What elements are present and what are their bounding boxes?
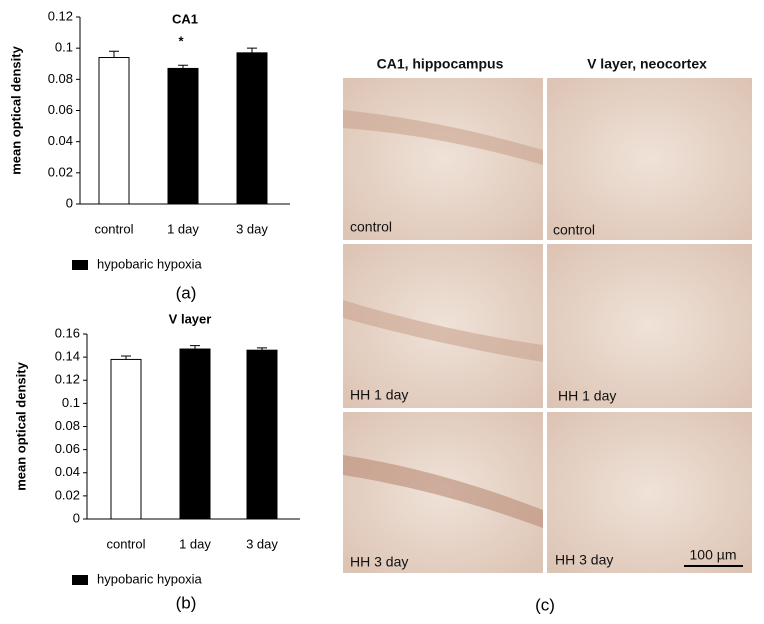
bar bbox=[110, 358, 142, 520]
x-tick-label: control bbox=[94, 221, 133, 236]
image-label: HH 1 day bbox=[558, 388, 616, 404]
bar bbox=[167, 67, 199, 205]
micrographs bbox=[343, 78, 752, 573]
cell-layer bbox=[343, 300, 543, 362]
error-bar bbox=[121, 355, 131, 360]
y-tick-label: 0.08 bbox=[48, 71, 73, 86]
chart-title: V layer bbox=[169, 311, 212, 326]
x-tick-label: 3 day bbox=[236, 221, 268, 236]
cell-layer bbox=[343, 455, 543, 528]
bar bbox=[246, 349, 278, 520]
panel-label: (c) bbox=[535, 595, 555, 614]
image bbox=[547, 412, 752, 573]
x-tick-label: 1 day bbox=[167, 221, 199, 236]
legend-label: hypobaric hypoxia bbox=[97, 571, 203, 586]
panel-label: (b) bbox=[176, 593, 197, 612]
y-tick-label: 0 bbox=[66, 195, 73, 210]
x-tick-label: control bbox=[106, 536, 145, 551]
image bbox=[547, 244, 752, 408]
legend-swatch bbox=[72, 260, 88, 270]
y-tick-label: 0.1 bbox=[55, 40, 73, 55]
image bbox=[343, 78, 543, 240]
image-label: control bbox=[553, 222, 595, 238]
x-tick-label: 3 day bbox=[246, 536, 278, 551]
y-tick-label: 0.16 bbox=[55, 325, 80, 340]
image bbox=[547, 78, 752, 240]
column-header: V layer, neocortex bbox=[587, 56, 707, 72]
cell-layer bbox=[343, 110, 543, 165]
y-tick-label: 0.04 bbox=[55, 464, 80, 479]
chart-title: CA1 bbox=[172, 11, 198, 26]
image-label: HH 3 day bbox=[350, 554, 408, 570]
bar bbox=[236, 52, 268, 205]
error-bar bbox=[178, 64, 188, 69]
y-axis-label: mean optical density bbox=[8, 45, 23, 174]
bar bbox=[98, 57, 130, 205]
y-tick-label: 0 bbox=[73, 510, 80, 525]
image-label: HH 3 day bbox=[555, 552, 613, 568]
y-tick-label: 0.06 bbox=[55, 441, 80, 456]
y-tick-label: 0.06 bbox=[48, 102, 73, 117]
column-header: CA1, hippocampus bbox=[377, 56, 504, 72]
error-bar bbox=[247, 47, 257, 53]
bar bbox=[179, 348, 211, 520]
error-bar bbox=[109, 50, 119, 58]
panel-label: (a) bbox=[176, 283, 197, 302]
scale-bar-label: 100 µm bbox=[690, 547, 737, 563]
y-tick-label: 0.12 bbox=[55, 372, 80, 387]
y-tick-label: 0.1 bbox=[62, 395, 80, 410]
error-bar bbox=[190, 345, 200, 350]
image-label: HH 1 day bbox=[350, 387, 408, 403]
y-tick-label: 0.14 bbox=[55, 349, 80, 364]
error-bar bbox=[257, 347, 267, 351]
image-label: control bbox=[350, 219, 392, 235]
legend-label: hypobaric hypoxia bbox=[97, 256, 203, 271]
y-tick-label: 0.02 bbox=[55, 487, 80, 502]
annotation: * bbox=[178, 33, 184, 48]
y-tick-label: 0.04 bbox=[48, 133, 73, 148]
legend-swatch bbox=[72, 575, 88, 585]
y-tick-label: 0.12 bbox=[48, 8, 73, 23]
y-tick-label: 0.02 bbox=[48, 164, 73, 179]
y-axis-label: mean optical density bbox=[13, 361, 28, 490]
x-tick-label: 1 day bbox=[179, 536, 211, 551]
y-tick-label: 0.08 bbox=[55, 418, 80, 433]
